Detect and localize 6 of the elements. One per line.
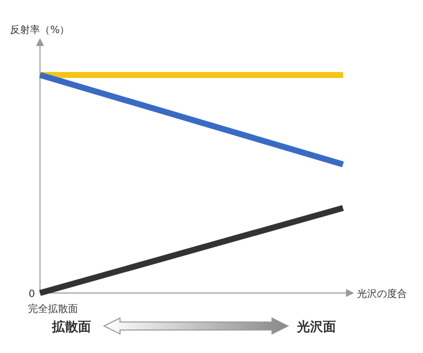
x-axis-title: 光沢の度合: [357, 288, 407, 300]
y-axis-title: 反射率（%）: [10, 24, 70, 36]
text: 拡散面: [51, 319, 91, 335]
text: 完全拡散面: [28, 303, 78, 315]
annotation: 0: [28, 289, 35, 300]
text: 光沢面: [296, 320, 336, 335]
